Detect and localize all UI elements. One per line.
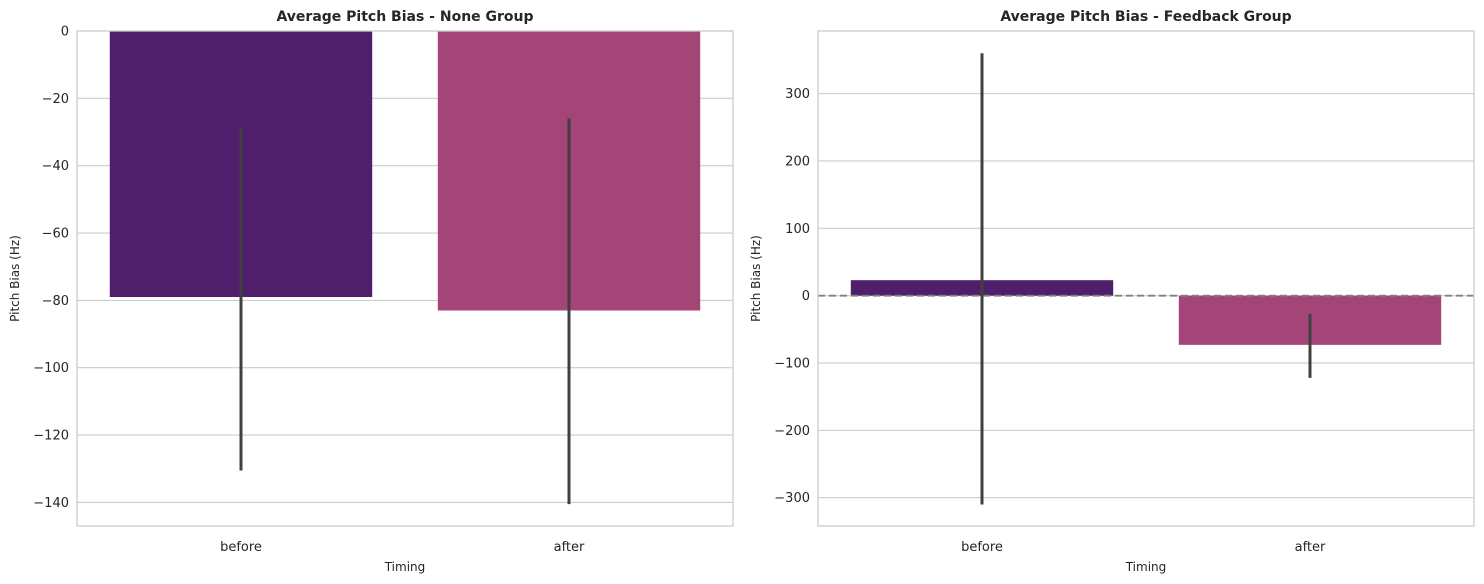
x-tick-label: after [554,540,585,555]
y-tick-label: −100 [774,357,810,372]
y-tick-label: −120 [33,429,69,444]
y-tick-label: −60 [42,227,69,242]
y-axis-label: Pitch Bias (Hz) [749,235,763,322]
chart-feedback-group: 300 200 100 0 −100 −200 −300 before after Average… [749,9,1475,574]
y-tick-label: −140 [33,496,69,511]
y-tick-label: −80 [42,294,69,309]
y-tick-label: 200 [785,154,810,169]
chart-title: Average Pitch Bias - Feedback Group [1000,9,1291,25]
chart-title: Average Pitch Bias - None Group [276,9,533,25]
x-axis-label: Timing [384,560,426,574]
y-tick-label: 300 [785,87,810,102]
y-tick-label: −200 [774,424,810,439]
chart-none-group: 0 −20 −40 −60 −80 −100 −120 −140 before after Aver… [8,9,734,574]
y-tick-label: 0 [61,25,69,40]
y-tick-label: 100 [785,222,810,237]
x-axis-label: Timing [1125,560,1167,574]
y-axis-label: Pitch Bias (Hz) [8,235,22,322]
x-tick-label: after [1295,540,1326,555]
plot-frame [817,30,1475,527]
x-tick-label: before [961,540,1003,555]
x-tick-label: before [220,540,262,555]
y-tick-label: 0 [802,289,810,304]
plot-frame [76,30,734,527]
y-tick-label: −20 [42,92,69,107]
y-tick-label: −40 [42,159,69,174]
y-tick-label: −300 [774,491,810,506]
y-tick-label: −100 [33,361,69,376]
